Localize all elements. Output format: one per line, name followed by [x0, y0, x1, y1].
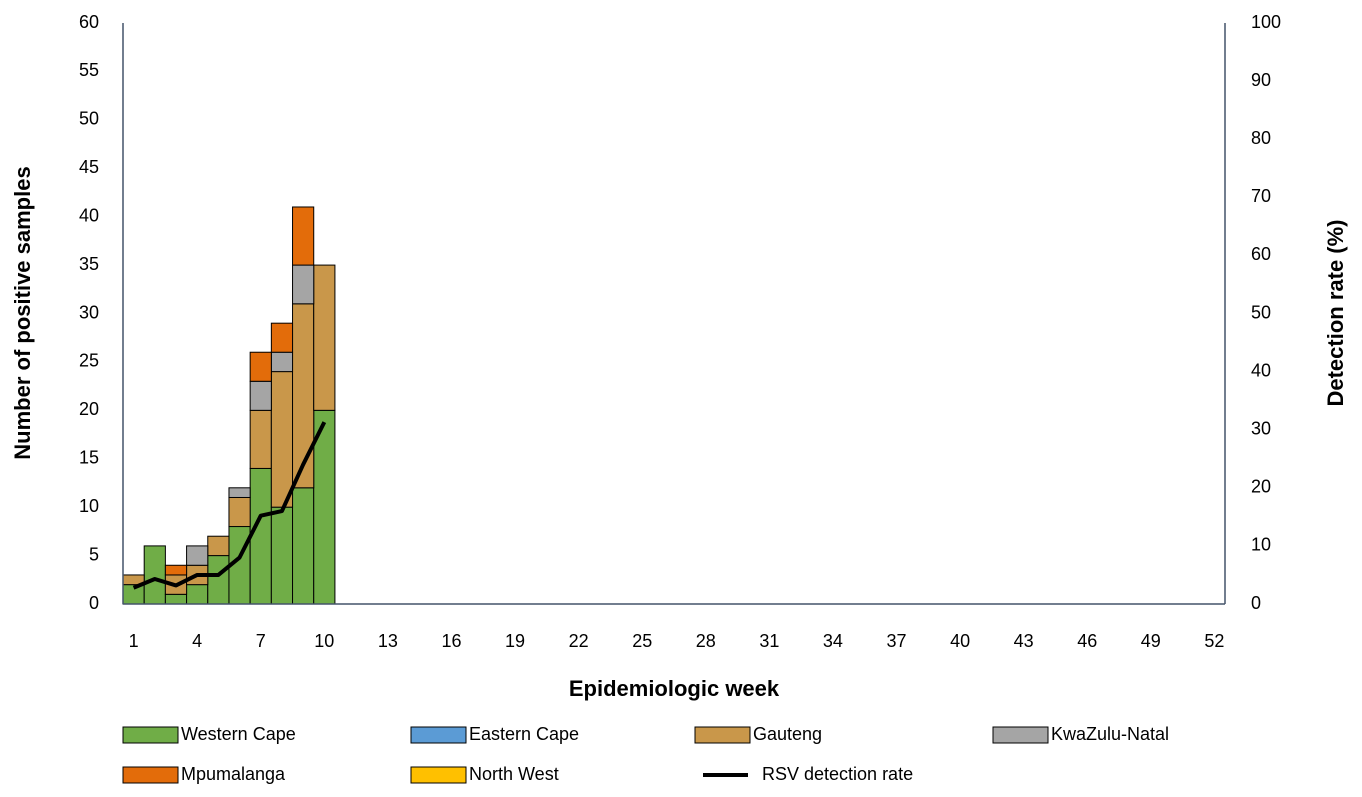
bar-segment: [270, 351, 294, 373]
bar-segment: [292, 264, 315, 305]
y2-tick-label: 90: [1251, 70, 1271, 90]
legend-label: Western Cape: [181, 724, 296, 744]
x-tick-label: 13: [378, 631, 398, 651]
x-tick-label: 25: [632, 631, 652, 651]
y2-tick-label: 10: [1251, 535, 1271, 555]
y-tick-label: 30: [79, 302, 99, 322]
bar-segment: [228, 496, 251, 528]
bar-segment: [207, 535, 230, 557]
x-tick-label: 43: [1014, 631, 1034, 651]
x-tick-label: 31: [759, 631, 779, 651]
y-tick-label: 50: [79, 109, 99, 129]
legend-swatch: [694, 726, 751, 744]
legend-swatch: [122, 726, 179, 744]
line-series: [132, 421, 327, 590]
y2-tick-label: 70: [1251, 186, 1271, 206]
y2-tick-label: 80: [1251, 128, 1271, 148]
bar-segment: [292, 206, 315, 266]
legend-label: Eastern Cape: [469, 724, 579, 744]
bar-segment: [270, 322, 294, 353]
y2-tick-label: 0: [1251, 593, 1261, 613]
x-tick-label: 10: [314, 631, 334, 651]
bar-segment: [228, 487, 251, 498]
legend-swatch: [122, 766, 179, 784]
bar-segment: [164, 593, 188, 605]
x-tick-label: 49: [1141, 631, 1161, 651]
bar-segment: [249, 380, 272, 411]
bar-segment: [249, 409, 272, 469]
legend-label: RSV detection rate: [762, 764, 913, 784]
x-tick-label: 34: [823, 631, 843, 651]
legend-label: KwaZulu-Natal: [1051, 724, 1169, 744]
y-tick-label: 60: [79, 12, 99, 32]
y-tick-label: 20: [79, 399, 99, 419]
y-tick-label: 0: [89, 593, 99, 613]
bar-segment: [186, 584, 209, 605]
bar-segment: [186, 545, 209, 566]
x-tick-label: 16: [441, 631, 461, 651]
bar-segment: [207, 555, 230, 605]
bar-segment: [249, 467, 272, 605]
y-tick-label: 55: [79, 60, 99, 80]
y2-tick-label: 20: [1251, 477, 1271, 497]
legend-swatch: [410, 726, 467, 744]
bar-segment: [164, 564, 188, 576]
legend-label: North West: [469, 764, 559, 784]
y-tick-label: 40: [79, 205, 99, 225]
x-tick-label: 7: [256, 631, 266, 651]
x-tick-label: 4: [192, 631, 202, 651]
legend-label: Mpumalanga: [181, 764, 286, 784]
y-tick-label: 5: [89, 544, 99, 564]
x-tick-label: 52: [1204, 631, 1224, 651]
y2-tick-label: 100: [1251, 12, 1281, 32]
x-tick-label: 28: [696, 631, 716, 651]
bar-segment: [143, 545, 166, 605]
y-tick-label: 10: [79, 496, 99, 516]
y2-tick-label: 40: [1251, 360, 1271, 380]
bar-segment: [270, 371, 294, 508]
x-tick-label: 40: [950, 631, 970, 651]
bar-segment: [313, 264, 336, 411]
y2-tick-label: 60: [1251, 244, 1271, 264]
legend-swatch: [992, 726, 1049, 744]
y-axis-title: Number of positive samples: [10, 166, 35, 459]
legend-label: Gauteng: [753, 724, 822, 744]
y2-axis-title: Detection rate (%): [1323, 219, 1348, 406]
bar-segment: [292, 487, 315, 605]
bar-segment: [270, 506, 294, 605]
x-tick-label: 46: [1077, 631, 1097, 651]
x-axis-title: Epidemiologic week: [569, 676, 780, 701]
y-tick-label: 15: [79, 448, 99, 468]
y-tick-label: 45: [79, 157, 99, 177]
legend-swatch: [410, 766, 467, 784]
y-tick-label: 35: [79, 254, 99, 274]
x-tick-label: 37: [887, 631, 907, 651]
y2-tick-label: 30: [1251, 418, 1271, 438]
x-tick-label: 1: [129, 631, 139, 651]
y-tick-label: 25: [79, 351, 99, 371]
bar-segment: [249, 351, 272, 382]
x-tick-label: 19: [505, 631, 525, 651]
x-tick-label: 22: [569, 631, 589, 651]
y2-tick-label: 50: [1251, 302, 1271, 322]
